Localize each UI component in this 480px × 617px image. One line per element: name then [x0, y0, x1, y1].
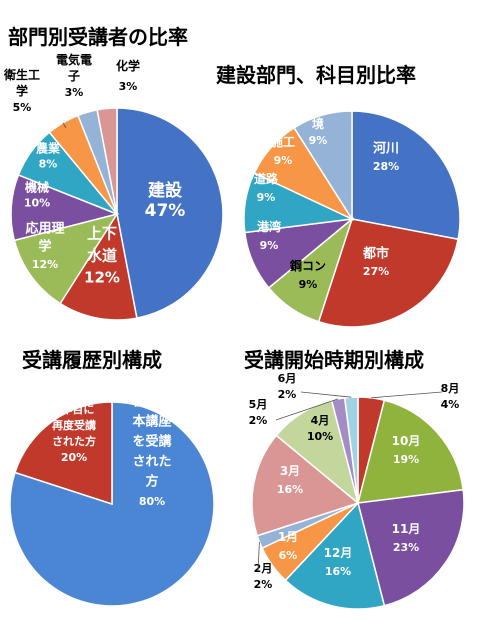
slice-label: 道路 9%: [254, 171, 279, 204]
slice-label: 上下水道 12%: [84, 224, 120, 286]
slice-label: 電気電子 3%: [56, 52, 92, 99]
slice-label: 衛生工学 5%: [3, 67, 40, 114]
slice-label: 化学 3%: [116, 58, 140, 93]
slice-label: 都市 27%: [362, 246, 389, 278]
pie-slice: [59, 211, 138, 321]
leader-line: [300, 391, 352, 398]
pie-chart-4: 8月 4% 10月 19% 11月 23% 12月 16% 1月 6% 2月 2% 3月 16%4月 10%…: [249, 372, 465, 610]
slice-label: 応用理学 12%: [25, 221, 64, 271]
slice-label: 8月 4%: [441, 382, 460, 411]
slice-label: 2月 2%: [254, 562, 273, 591]
pie-slice: [343, 396, 359, 504]
pie-slice: [284, 501, 386, 610]
pie-slice: [317, 218, 459, 328]
slice-label: 12月 16%: [324, 546, 353, 578]
pie-chart-1: 建設 47% 上下水道 12% 応用理学 12% 機械 10% 農業 8% 衛生工学 5% 電気電子 3%…: [3, 52, 224, 321]
pie-slice: [116, 107, 224, 319]
slice-label: 機械 10%: [24, 180, 50, 210]
pie-slice: [357, 488, 465, 607]
pie-slice: [351, 110, 461, 241]
pie-slice: [251, 434, 360, 537]
pie-slice: [96, 107, 118, 215]
leader-line: [371, 391, 443, 399]
slice-label: 河川 28%: [373, 141, 399, 173]
pie-slice: [14, 401, 113, 506]
pie-chart-3: 初めて本講座を受講された方 80% 2年目に再度受講された方 20%: [9, 394, 215, 607]
slice-label: 4月 10%: [307, 414, 333, 443]
slice-label: 港湾 9%: [257, 219, 281, 252]
slice-label: 3月 16%: [277, 464, 303, 496]
leader-line: [257, 541, 260, 572]
leader-line: [62, 122, 67, 129]
slice-label: 11月 23%: [392, 522, 421, 554]
chart-title-start-month: 受講開始時期別構成: [244, 348, 424, 372]
pie-slice: [13, 212, 119, 305]
slice-label: 2年目に再度受講された方 20%: [52, 402, 96, 464]
slice-label: 農業 8%: [36, 141, 61, 171]
pie-slice: [293, 110, 353, 222]
chart-title-history: 受講履歴別構成: [22, 348, 162, 372]
slice-label: 初めて本講座を受講された方 80%: [132, 394, 171, 508]
slice-label: 鋼コン 9%: [289, 258, 326, 291]
slice-label: 10月 19%: [392, 434, 421, 466]
pie-slice: [356, 399, 464, 504]
chart-title-department: 部門別受講者の比率: [8, 25, 188, 49]
leader-line: [275, 398, 339, 421]
slice-label: 6月 2%: [278, 372, 297, 401]
slice-label: 5月 2%: [249, 398, 268, 427]
slice-label: 建設 47%: [145, 180, 186, 221]
slice-label: 施工 9%: [271, 134, 295, 167]
chart-title-construction: 建設部門、科目別比率: [216, 63, 416, 87]
slice-label: 建設環境 9%: [299, 100, 337, 147]
slice-label: 1月 6%: [278, 530, 298, 562]
pie-chart-2: 河川 28% 都市 27% 鋼コン 9% 港湾 9% 道路 9% 施工 9%建設環境 9%: [243, 100, 461, 328]
